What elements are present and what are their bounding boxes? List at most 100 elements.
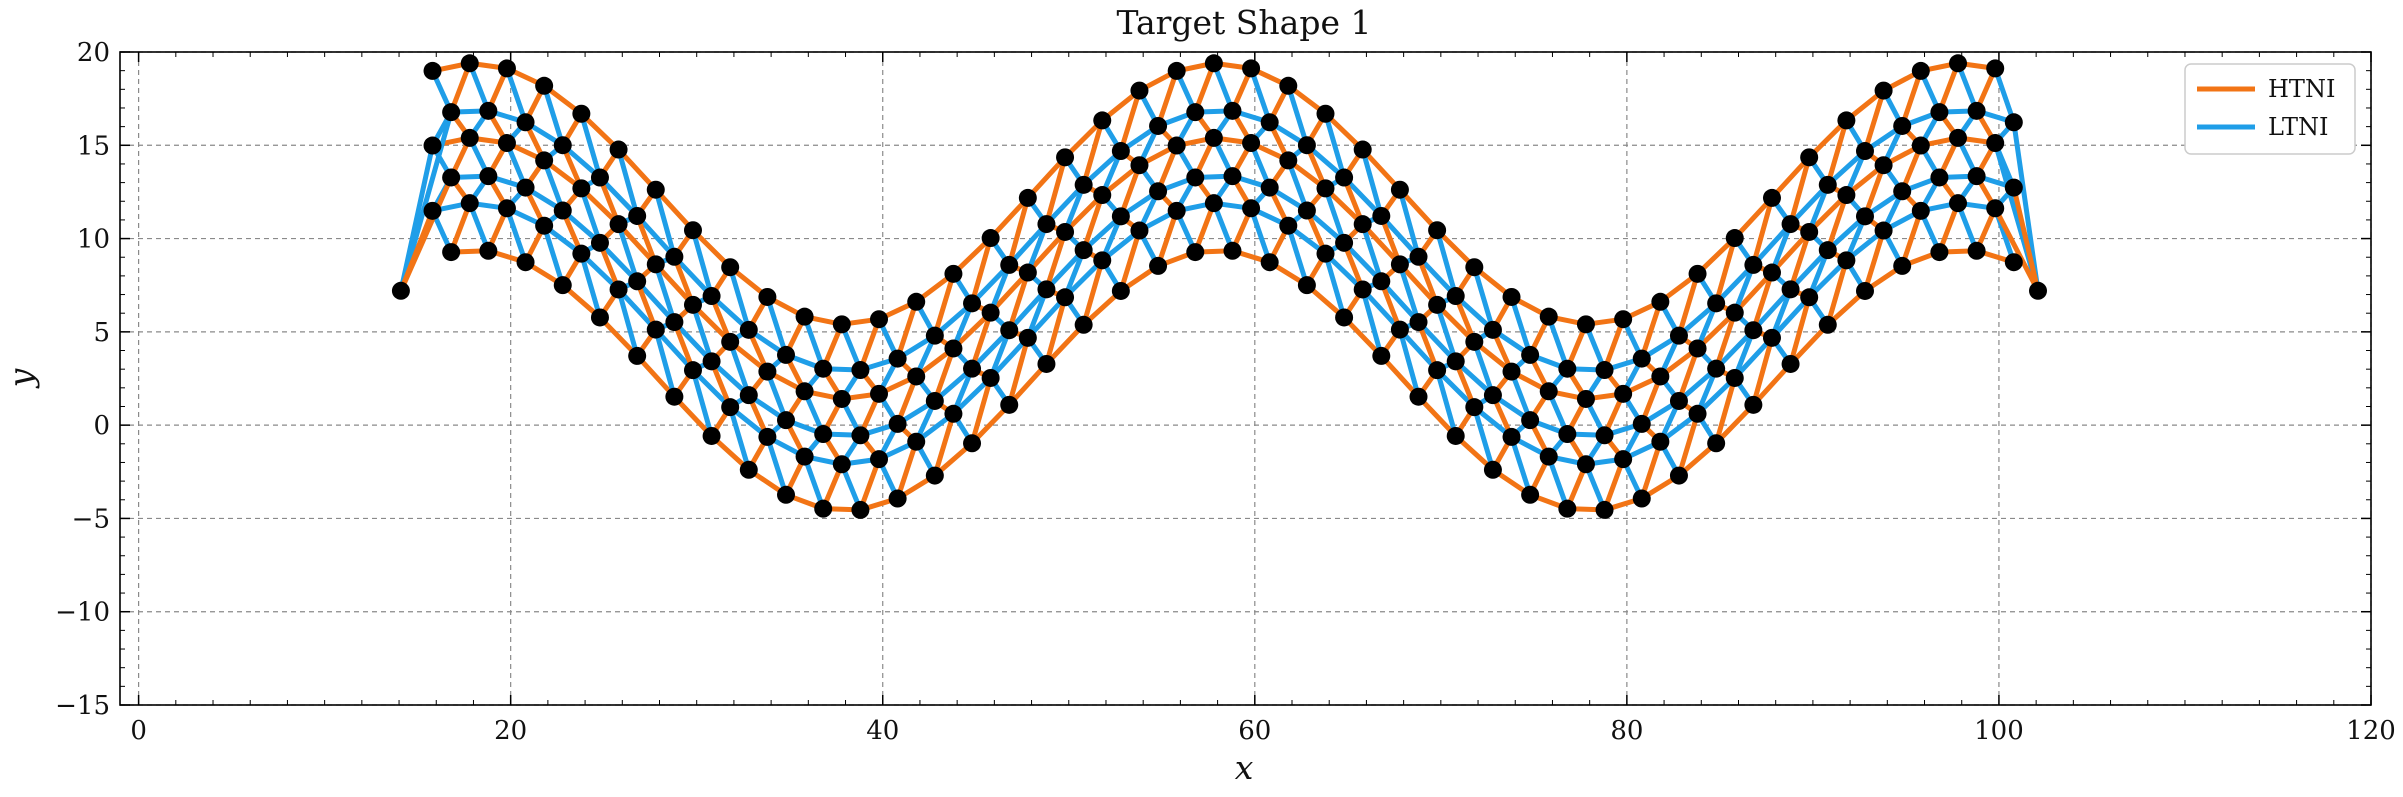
- lattice-node: [572, 104, 591, 123]
- lattice-node: [1204, 54, 1223, 73]
- lattice-node: [1837, 186, 1856, 205]
- lattice-edge-diagonal: [1155, 208, 1180, 269]
- lattice-edge-cap-right: [2011, 185, 2041, 294]
- lattice-node: [2004, 178, 2023, 197]
- lattice-node: [1893, 182, 1912, 201]
- lattice-node: [1130, 156, 1149, 175]
- lattice-node: [535, 151, 554, 170]
- lattice-node: [1242, 134, 1261, 153]
- lattice-edge-diagonal: [1434, 227, 1459, 299]
- lattice-edge-diagonal: [764, 434, 789, 498]
- lattice-edge-diagonal: [653, 327, 677, 400]
- lattice-edge-diagonal: [653, 187, 677, 260]
- lattice-edge-horizontal: [1378, 353, 1422, 400]
- lattice-edge-diagonal: [1862, 88, 1887, 154]
- lattice-node: [1967, 241, 1986, 260]
- lattice-node: [1744, 395, 1763, 414]
- lattice-node: [1260, 178, 1279, 197]
- y-tick-label: 10: [77, 225, 110, 255]
- lattice-edge-diagonal: [1155, 68, 1180, 129]
- lattice-node: [1614, 450, 1633, 469]
- lattice-edge-diagonal: [1750, 195, 1775, 268]
- lattice-edge-horizontal: [1360, 147, 1403, 193]
- lattice-edge-horizontal: [988, 270, 1031, 316]
- lattice-node: [1800, 222, 1819, 241]
- lattice-edge-diagonal: [1676, 411, 1701, 479]
- lattice-node: [590, 168, 609, 187]
- lattice-node: [776, 485, 795, 504]
- lattice-node: [1186, 243, 1205, 262]
- lattice-node: [907, 367, 926, 386]
- x-tick-label: 20: [494, 716, 527, 746]
- lattice-edge-diagonal: [1992, 65, 2017, 125]
- lattice-edge-horizontal: [1750, 361, 1794, 408]
- lattice-node: [516, 178, 535, 197]
- lattice-edge-horizontal: [1416, 394, 1459, 439]
- lattice-node: [1149, 116, 1168, 135]
- lattice-node: [944, 339, 963, 358]
- lattice-node: [516, 253, 535, 272]
- lattice-edge-diagonal: [1248, 205, 1273, 265]
- lattice-node: [1074, 175, 1093, 194]
- lattice-node: [1018, 263, 1037, 282]
- lattice-node: [460, 194, 479, 213]
- lattice-node: [1893, 116, 1912, 135]
- lattice-edge-diagonal: [1825, 257, 1849, 328]
- lattice-edge-diagonal: [969, 310, 994, 372]
- lattice-node: [423, 201, 442, 220]
- lattice-node: [795, 382, 814, 401]
- lattice-node: [739, 320, 758, 339]
- lattice-node: [1037, 215, 1056, 234]
- lattice-node: [1018, 328, 1037, 347]
- lattice-node: [739, 460, 758, 479]
- lattice-edge-diagonal: [653, 261, 677, 325]
- lattice-node: [1930, 243, 1949, 262]
- x-tick-label: 80: [1610, 716, 1643, 746]
- lattice-edge-diagonal: [1285, 83, 1310, 148]
- y-tick-label: 5: [93, 318, 110, 348]
- lattice-node: [814, 425, 833, 444]
- lattice-node: [423, 61, 442, 80]
- lattice-node: [1242, 199, 1261, 218]
- lattice-node: [646, 180, 665, 199]
- lattice-edge-diagonal: [1862, 162, 1887, 219]
- lattice-node: [944, 404, 963, 423]
- lattice-node: [1762, 263, 1781, 282]
- x-tick-label: 100: [1974, 716, 2024, 746]
- lattice-node: [907, 432, 926, 451]
- lattice-node: [553, 201, 572, 220]
- y-tick-label: 20: [77, 38, 110, 68]
- lattice-node: [1316, 244, 1335, 263]
- lattice-node: [460, 54, 479, 73]
- lattice-edge-horizontal: [1378, 278, 1422, 325]
- lattice-node: [1521, 411, 1540, 430]
- lattice-node: [1372, 206, 1391, 225]
- lattice-node: [1651, 292, 1670, 311]
- lattice-edge-horizontal: [671, 254, 715, 299]
- x-axis-label: x: [1235, 748, 1254, 787]
- lattice-node: [1725, 368, 1744, 387]
- x-tick-label: 40: [866, 716, 899, 746]
- lattice-edge-diagonal: [1471, 404, 1496, 473]
- lattice-node: [1632, 414, 1651, 433]
- x-tick-label: 0: [130, 716, 147, 746]
- lattice-edge-horizontal: [1025, 229, 1068, 276]
- lattice-edge-diagonal: [1322, 185, 1347, 246]
- lattice-node: [497, 199, 516, 218]
- lattice-edge-horizontal: [634, 278, 677, 325]
- lattice-node: [925, 326, 944, 345]
- lattice-node: [1279, 151, 1298, 170]
- lattice-edge-diagonal: [1750, 270, 1775, 333]
- lattice-node: [1279, 216, 1298, 235]
- lattice-edge-diagonal: [1322, 111, 1347, 181]
- lattice-edge-diagonal: [1360, 286, 1384, 359]
- lattice-edge-diagonal: [1713, 310, 1738, 372]
- lattice-node: [1986, 134, 2005, 153]
- lattice-edge-horizontal: [1769, 294, 1812, 341]
- lattice-edge-horizontal: [1732, 195, 1775, 241]
- lattice-node: [1800, 288, 1819, 307]
- axis-ticks: 0 20 40 60 80 100 120 −15 −10 −5 0 5 10 15 20: [55, 38, 2396, 746]
- lattice-node: [870, 310, 889, 329]
- lattice-edge-diagonal: [1006, 195, 1031, 268]
